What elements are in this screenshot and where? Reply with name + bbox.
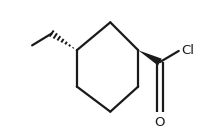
Polygon shape bbox=[138, 50, 162, 66]
Text: Cl: Cl bbox=[181, 44, 194, 57]
Text: O: O bbox=[155, 116, 165, 129]
